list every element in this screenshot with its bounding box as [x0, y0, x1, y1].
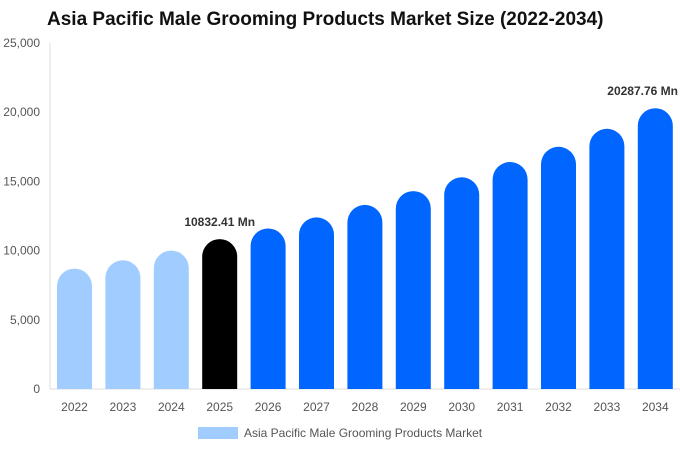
bar-2022[interactable] — [57, 268, 92, 389]
axes: 0 5,000 10,000 15,000 20,000 25,000 2022 2023 20… — [3, 36, 680, 414]
bar-2028[interactable] — [347, 204, 383, 389]
x-tick-label: 2029 — [400, 400, 427, 414]
bar-2026[interactable] — [250, 228, 286, 389]
bar-2030[interactable] — [444, 177, 480, 389]
x-tick-label: 2022 — [61, 400, 88, 414]
chart-title: Asia Pacific Male Grooming Products Mark… — [47, 9, 604, 30]
bar-2031[interactable] — [492, 162, 528, 389]
x-tick-label: 2026 — [255, 400, 282, 414]
bar-2027[interactable] — [299, 217, 334, 389]
data-label: 10832.41 Mn — [184, 215, 255, 229]
data-label: 20287.76 Mn — [607, 84, 678, 98]
legend-label: Asia Pacific Male Grooming Products Mark… — [244, 426, 483, 440]
y-tick-label: 20,000 — [3, 105, 40, 119]
x-tick-label: 2024 — [158, 400, 185, 414]
y-tick-label: 5,000 — [10, 313, 40, 327]
x-tick-label: 2028 — [352, 400, 379, 414]
x-tick-label: 2033 — [594, 400, 621, 414]
y-tick-label: 10,000 — [3, 244, 40, 258]
x-tick-label: 2030 — [448, 400, 475, 414]
bars — [57, 108, 673, 390]
legend-swatch — [198, 427, 238, 439]
x-tick-label: 2031 — [497, 400, 524, 414]
x-tick-label: 2027 — [303, 400, 330, 414]
x-tick-label: 2025 — [206, 400, 233, 414]
bar-2034[interactable] — [637, 108, 673, 389]
bar-2025[interactable] — [202, 239, 238, 389]
legend[interactable]: Asia Pacific Male Grooming Products Mark… — [198, 426, 482, 440]
bar-2029[interactable] — [395, 191, 431, 389]
x-tick-label: 2023 — [110, 400, 137, 414]
x-tick-label: 2034 — [642, 400, 669, 414]
bar-2023[interactable] — [105, 260, 141, 389]
bar-2033[interactable] — [589, 128, 625, 390]
y-tick-label: 0 — [33, 382, 40, 396]
data-labels: 10832.41 Mn 20287.76 Mn — [184, 84, 678, 229]
bar-2032[interactable] — [541, 146, 576, 389]
y-tick-label: 15,000 — [3, 174, 40, 188]
y-tick-label: 25,000 — [3, 36, 40, 50]
x-tick-label: 2032 — [545, 400, 572, 414]
bar-2024[interactable] — [153, 250, 189, 389]
